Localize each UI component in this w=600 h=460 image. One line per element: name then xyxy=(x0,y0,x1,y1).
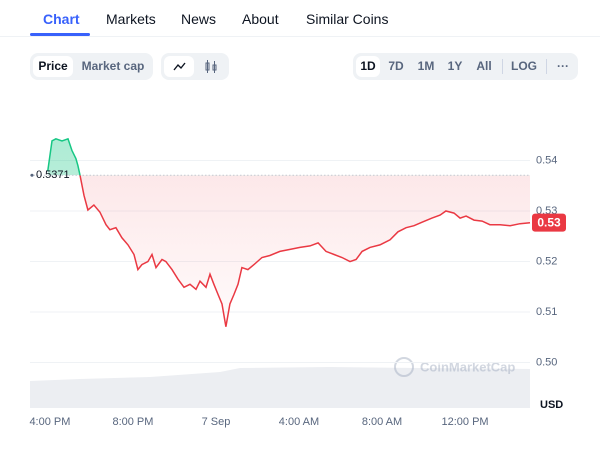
y-tick-label: 0.52 xyxy=(536,255,557,267)
range-group: 1D 7D 1M 1Y All LOG ··· xyxy=(353,53,578,80)
range-button[interactable]: All xyxy=(476,59,492,73)
range-button[interactable]: 1D xyxy=(356,56,380,77)
line-icon xyxy=(173,62,186,71)
y-tick-label: 0.50 xyxy=(536,356,557,368)
tab[interactable]: Markets xyxy=(106,11,156,27)
x-tick-label: 12:00 PM xyxy=(441,416,488,428)
reference-label: 0.5371 xyxy=(36,169,70,181)
x-tick-label: 4:00 PM xyxy=(29,416,70,428)
tab-underline xyxy=(30,33,90,36)
x-tick-label: 4:00 AM xyxy=(279,416,319,428)
current-price-label: 0.53 xyxy=(537,215,561,229)
tab[interactable]: Chart xyxy=(43,11,80,27)
range-button[interactable]: 7D xyxy=(388,59,404,73)
current-price-tag xyxy=(532,213,566,232)
range-button[interactable]: 1M xyxy=(417,59,435,73)
tab[interactable]: News xyxy=(181,11,217,27)
tab[interactable]: Similar Coins xyxy=(306,11,389,27)
toggle-group: Price Market cap xyxy=(30,53,153,80)
y-tick-label: 0.54 xyxy=(536,154,557,166)
x-tick-label: 7 Sep xyxy=(202,416,231,428)
watermark: CoinMarketCap xyxy=(394,357,515,377)
chart-type-group xyxy=(161,53,229,80)
x-tick-label: 8:00 AM xyxy=(362,416,402,428)
y-axis-label: USD xyxy=(540,399,563,411)
reference-dot xyxy=(30,173,34,177)
more-button[interactable]: ··· xyxy=(557,59,569,73)
price-line-down xyxy=(79,175,531,327)
range-button[interactable]: 1Y xyxy=(447,59,463,73)
toggle[interactable]: Market cap xyxy=(81,59,145,73)
tab[interactable]: About xyxy=(242,11,279,27)
volume-area xyxy=(30,367,530,408)
area-below xyxy=(79,175,530,327)
separator xyxy=(546,59,547,74)
log-button[interactable]: LOG xyxy=(511,59,537,73)
watermark-text: CoinMarketCap xyxy=(420,359,515,374)
candle-button[interactable] xyxy=(196,56,226,77)
tab-bar: Chart Markets News About Similar Coins xyxy=(0,0,600,37)
candle-icon xyxy=(205,60,217,73)
x-tick-label: 8:00 PM xyxy=(112,416,153,428)
separator xyxy=(502,59,503,74)
line-button[interactable] xyxy=(164,56,194,77)
y-tick-label: 0.51 xyxy=(536,306,557,318)
toggle[interactable]: Price xyxy=(33,56,73,77)
